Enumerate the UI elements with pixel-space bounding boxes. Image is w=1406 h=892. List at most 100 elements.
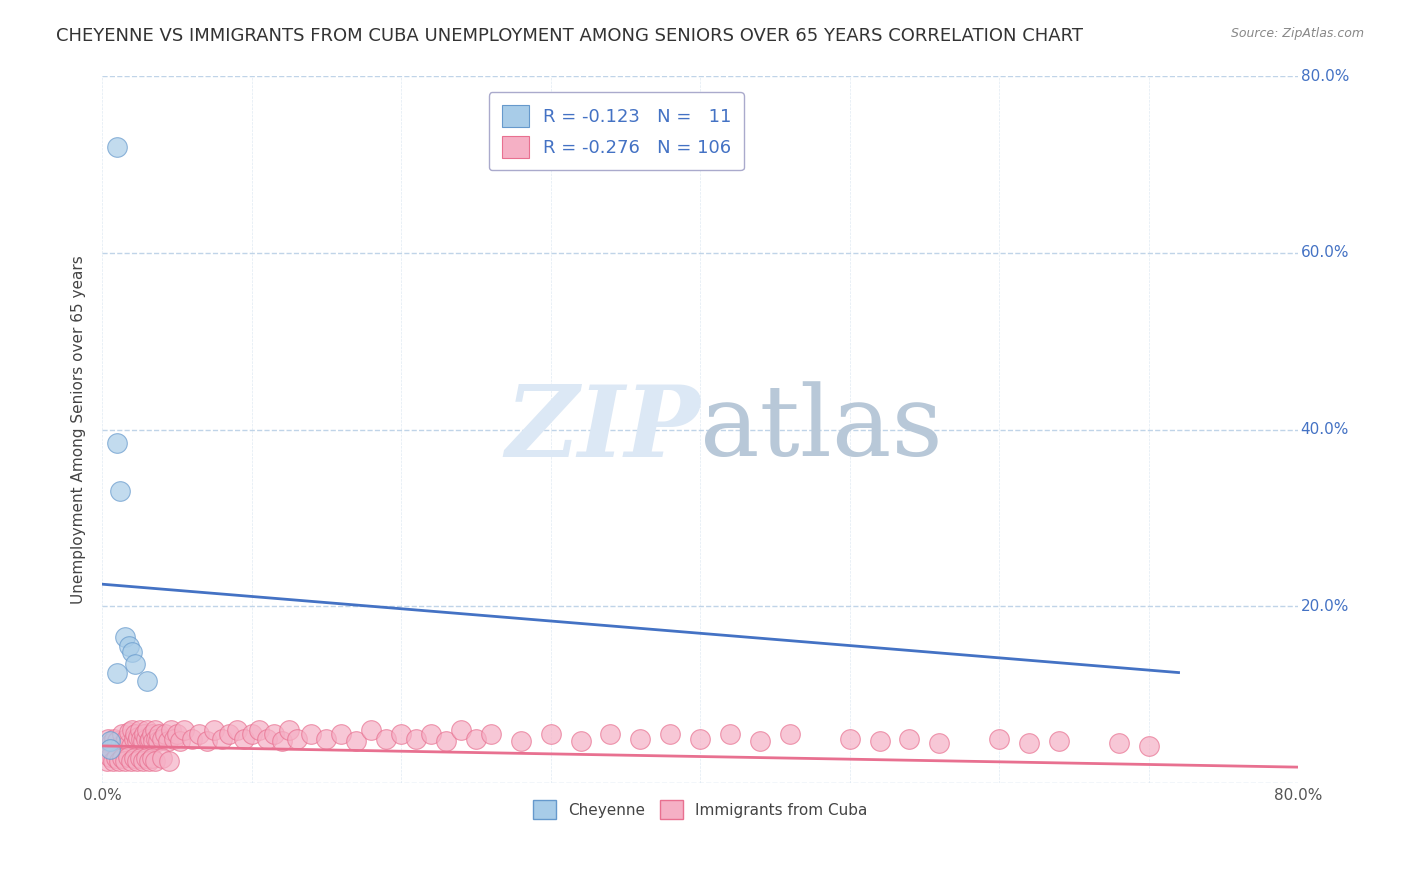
Point <box>139 731 162 746</box>
Point <box>188 727 211 741</box>
Point <box>218 727 240 741</box>
Text: atlas: atlas <box>700 382 943 477</box>
Text: 20.0%: 20.0% <box>1301 599 1348 614</box>
Point <box>153 727 176 741</box>
Point <box>285 731 308 746</box>
Point <box>146 733 169 747</box>
Point <box>131 733 153 747</box>
Point <box>138 754 160 768</box>
Point <box>94 740 117 755</box>
Point <box>344 733 367 747</box>
Point <box>405 731 427 746</box>
Point <box>143 723 166 737</box>
Point <box>135 731 157 746</box>
Point <box>225 723 247 737</box>
Point <box>114 735 136 749</box>
Point <box>98 742 121 756</box>
Point <box>115 731 138 746</box>
Point <box>125 733 148 747</box>
Point <box>434 733 457 747</box>
Point <box>360 723 382 737</box>
Point <box>928 736 950 750</box>
Point <box>779 727 801 741</box>
Point <box>120 754 142 768</box>
Point <box>129 731 152 746</box>
Point <box>108 739 131 753</box>
Point <box>247 723 270 737</box>
Text: 80.0%: 80.0% <box>1301 69 1348 84</box>
Point <box>569 733 592 747</box>
Point <box>111 727 134 741</box>
Point <box>118 724 141 739</box>
Point <box>301 727 323 741</box>
Point <box>125 754 148 768</box>
Point <box>143 754 166 768</box>
Point <box>1018 736 1040 750</box>
Point <box>105 665 128 680</box>
Point <box>104 751 127 765</box>
Point <box>111 751 134 765</box>
Point <box>138 733 160 747</box>
Y-axis label: Unemployment Among Seniors over 65 years: Unemployment Among Seniors over 65 years <box>72 255 86 604</box>
Legend: Cheyenne, Immigrants from Cuba: Cheyenne, Immigrants from Cuba <box>527 794 873 825</box>
Point <box>689 731 711 746</box>
Point <box>141 751 163 765</box>
Point <box>256 731 278 746</box>
Point <box>169 733 191 747</box>
Point <box>202 723 225 737</box>
Point <box>1137 739 1160 753</box>
Point <box>107 754 129 768</box>
Point <box>121 645 143 659</box>
Point <box>180 731 202 746</box>
Point <box>420 727 443 741</box>
Point <box>132 727 155 741</box>
Point <box>98 733 121 747</box>
Point <box>105 435 128 450</box>
Point <box>479 727 502 741</box>
Point <box>120 739 142 753</box>
Point <box>628 731 651 746</box>
Point <box>838 731 860 746</box>
Point <box>659 727 682 741</box>
Text: CHEYENNE VS IMMIGRANTS FROM CUBA UNEMPLOYMENT AMONG SENIORS OVER 65 YEARS CORREL: CHEYENNE VS IMMIGRANTS FROM CUBA UNEMPLO… <box>56 27 1083 45</box>
Point <box>117 749 139 764</box>
Text: Source: ZipAtlas.com: Source: ZipAtlas.com <box>1230 27 1364 40</box>
Point <box>330 727 353 741</box>
Point <box>98 742 121 756</box>
Point <box>509 733 531 747</box>
Point <box>114 754 136 768</box>
Point <box>988 731 1011 746</box>
Point <box>124 727 146 741</box>
Point <box>121 723 143 737</box>
Point <box>540 727 562 741</box>
Point <box>124 657 146 671</box>
Point <box>869 733 891 747</box>
Point <box>118 639 141 653</box>
Point <box>450 723 472 737</box>
Point <box>97 731 120 746</box>
Point <box>278 723 301 737</box>
Text: 60.0%: 60.0% <box>1301 245 1348 260</box>
Point <box>136 723 159 737</box>
Point <box>898 731 921 746</box>
Point <box>156 733 179 747</box>
Point <box>718 727 741 741</box>
Point <box>163 731 186 746</box>
Point <box>105 139 128 153</box>
Point <box>105 733 128 747</box>
Point <box>131 754 153 768</box>
Point <box>141 727 163 741</box>
Point <box>315 731 337 746</box>
Point <box>128 723 150 737</box>
Point <box>100 736 122 750</box>
Point <box>233 731 256 746</box>
Point <box>114 630 136 644</box>
Point <box>389 727 412 741</box>
Point <box>117 737 139 751</box>
Point <box>375 731 398 746</box>
Point <box>211 731 233 746</box>
Point <box>103 731 125 746</box>
Point <box>240 727 263 741</box>
Point <box>1047 733 1070 747</box>
Point <box>145 731 167 746</box>
